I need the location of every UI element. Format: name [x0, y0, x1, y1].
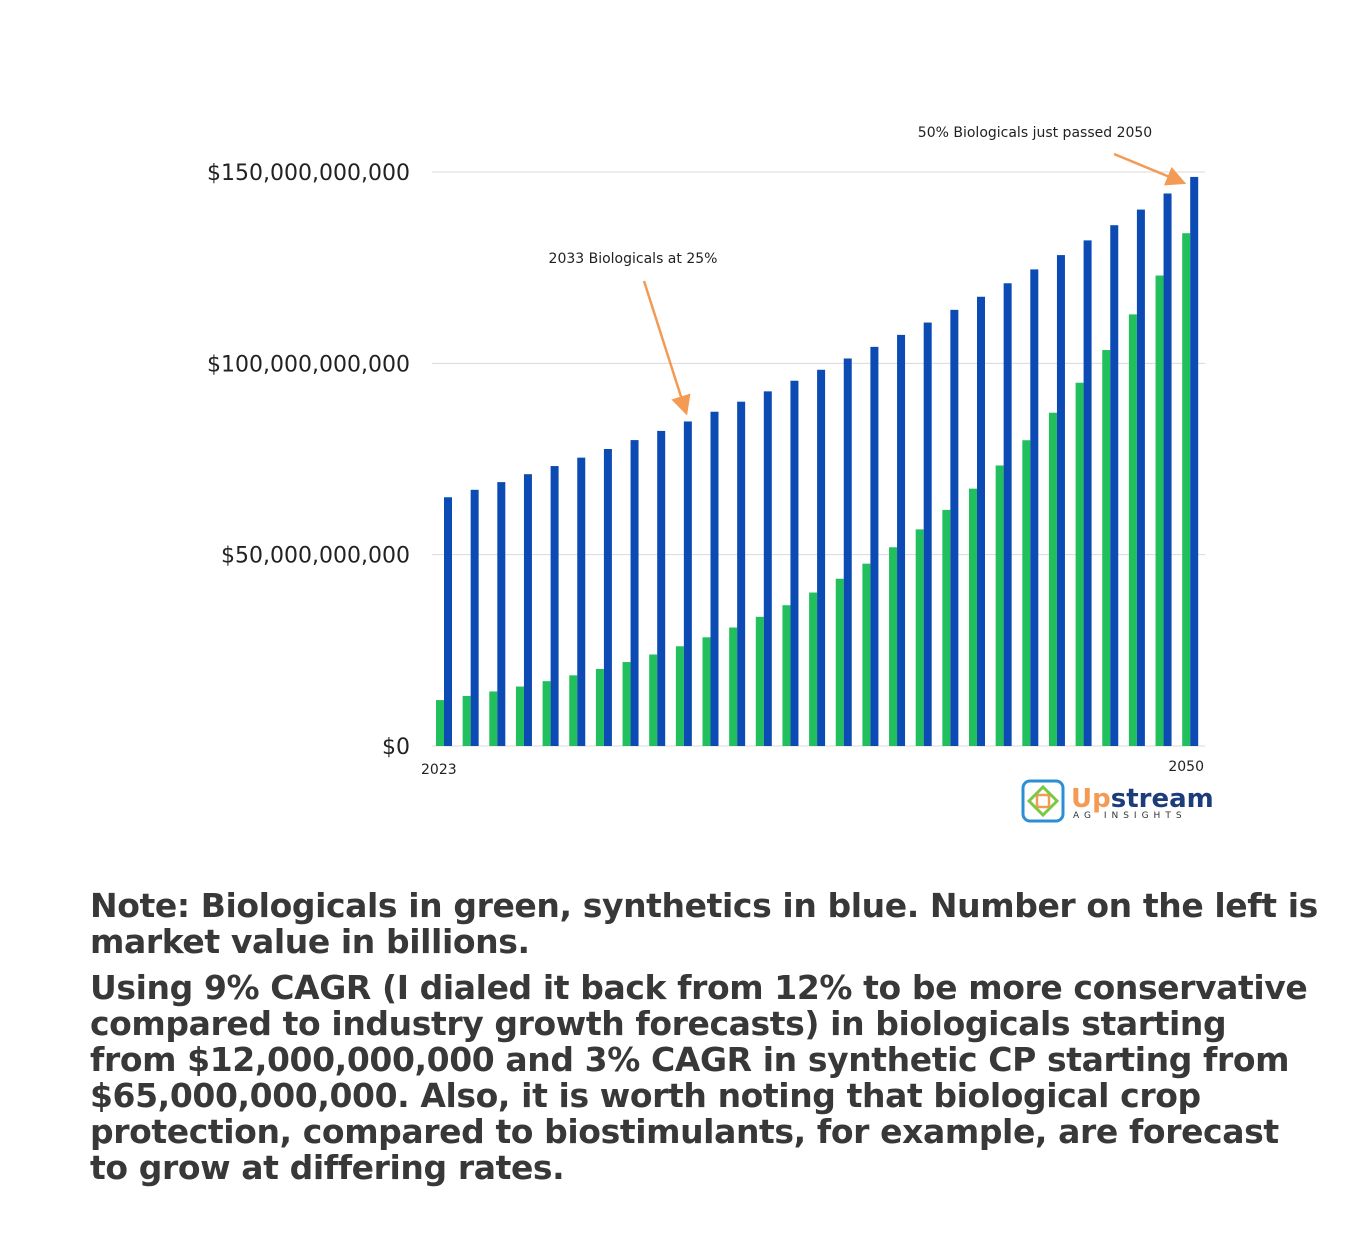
bar-synthetics-2038 [843, 358, 852, 746]
bar-biologicals-2045 [1022, 440, 1031, 746]
bar-chart: $0 $50,000,000,000 $100,000,000,000 $150,00… [207, 125, 1214, 823]
bar-synthetics-2029 [603, 449, 612, 746]
bar-synthetics-2051 [1190, 176, 1199, 747]
bar-biologicals-2034 [729, 627, 738, 746]
bar-synthetics-2025 [497, 482, 506, 746]
bar-biologicals-2041 [915, 529, 924, 746]
x-start-label: 2023 [421, 762, 457, 778]
bar-synthetics-2041 [923, 322, 932, 746]
bar-synthetics-2039 [870, 346, 879, 746]
bar-synthetics-2046 [1056, 255, 1065, 746]
bar-biologicals-2027 [542, 681, 551, 746]
bar-synthetics-2049 [1136, 209, 1145, 746]
bar-biologicals-2038 [835, 578, 844, 746]
note-legend: Note: Biologicals in green, synthetics i… [90, 886, 1318, 961]
bar-synthetics-2026 [523, 474, 532, 746]
bar-synthetics-2028 [577, 457, 586, 746]
bar-biologicals-2032 [675, 646, 684, 746]
annotation-2033-arrow [642, 280, 691, 416]
logo-icon-diamond [1026, 784, 1060, 818]
bar-synthetics-2042 [950, 309, 959, 746]
bar-biologicals-2030 [622, 662, 631, 746]
bar-biologicals-2050 [1155, 275, 1164, 746]
bar-biologicals-2049 [1128, 314, 1137, 746]
notes-section: Note: Biologicals in green, synthetics i… [90, 888, 1320, 1196]
bar-biologicals-2028 [569, 675, 578, 746]
bar-synthetics-2033 [710, 411, 719, 746]
bar-synthetics-2050 [1163, 193, 1172, 747]
bar-biologicals-2035 [755, 616, 764, 746]
bars [436, 176, 1199, 747]
bar-synthetics-2027 [550, 466, 559, 746]
annotation-2050-arrow [1113, 152, 1187, 186]
bar-biologicals-2024 [462, 695, 471, 746]
bar-biologicals-2031 [649, 654, 658, 746]
bar-synthetics-2037 [817, 369, 826, 746]
y-tick-label: $0 [382, 735, 410, 760]
annotation-2033: 2033 Biologicals at 25% [549, 251, 718, 267]
bar-synthetics-2030 [630, 440, 639, 746]
bar-biologicals-2040 [889, 547, 898, 746]
bar-biologicals-2051 [1182, 233, 1191, 746]
bar-biologicals-2026 [515, 686, 524, 746]
y-axis-labels: $0 $50,000,000,000 $100,000,000,000 $150,00… [207, 161, 410, 760]
bar-synthetics-2040 [897, 334, 906, 746]
y-tick-label: $100,000,000,000 [207, 352, 410, 377]
bar-biologicals-2036 [782, 605, 791, 746]
bar-synthetics-2045 [1030, 269, 1039, 746]
bar-synthetics-2032 [683, 421, 692, 746]
logo-icon [1021, 779, 1065, 823]
y-tick-label: $50,000,000,000 [221, 544, 410, 569]
bar-biologicals-2023 [436, 700, 444, 746]
bar-synthetics-2034 [737, 401, 746, 746]
y-tick-label: $150,000,000,000 [207, 161, 410, 186]
bar-synthetics-2031 [657, 430, 666, 746]
annotation-2050: 50% Biologicals just passed 2050 [918, 125, 1152, 141]
bar-synthetics-2048 [1110, 225, 1119, 746]
logo-subtitle: AG INSIGHTS [1073, 811, 1187, 821]
logo-wordmark: Upstream [1071, 784, 1214, 814]
note-methodology: Using 9% CAGR (I dialed it back from 12%… [90, 968, 1308, 1187]
bar-synthetics-2024 [470, 489, 479, 746]
bar-synthetics-2044 [1003, 283, 1012, 746]
bar-biologicals-2039 [862, 563, 871, 746]
bar-biologicals-2042 [942, 509, 951, 746]
bar-biologicals-2047 [1075, 382, 1084, 746]
x-end-label: 2050 [1168, 759, 1204, 775]
upstream-logo: Upstream AG INSIGHTS [1021, 779, 1214, 823]
bar-synthetics-2047 [1083, 240, 1092, 746]
bar-biologicals-2037 [809, 592, 818, 746]
bar-synthetics-2023 [444, 497, 452, 746]
bar-biologicals-2046 [1048, 412, 1057, 746]
bar-synthetics-2035 [763, 391, 772, 746]
bar-synthetics-2036 [790, 380, 799, 746]
bar-biologicals-2043 [969, 488, 977, 746]
bar-synthetics-2043 [977, 296, 985, 746]
logo-icon-core [1035, 793, 1051, 809]
bar-biologicals-2048 [1102, 350, 1111, 746]
bar-biologicals-2044 [995, 465, 1004, 746]
bar-biologicals-2025 [489, 691, 498, 746]
bar-biologicals-2033 [702, 637, 711, 746]
bar-biologicals-2029 [595, 668, 604, 746]
